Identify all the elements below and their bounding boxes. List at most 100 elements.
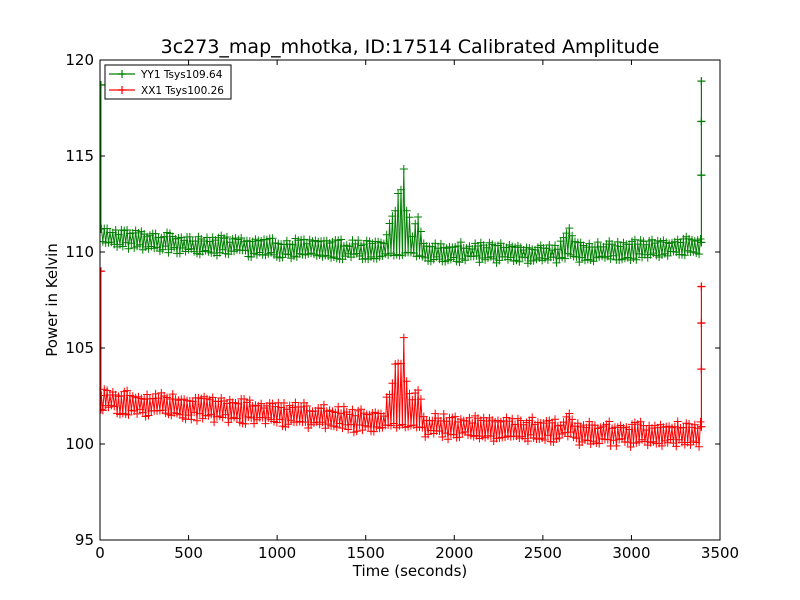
data-point-marker: [391, 206, 400, 215]
data-point-marker: [670, 422, 679, 431]
y-tick-label: 115: [65, 147, 94, 165]
data-point-marker: [431, 409, 440, 418]
data-point-marker: [408, 395, 417, 404]
data-point-marker: [489, 254, 498, 263]
data-point-marker: [124, 244, 133, 253]
data-point-marker: [658, 441, 667, 450]
data-point-marker: [318, 418, 327, 427]
x-tick-label: 3000: [612, 544, 650, 562]
data-point-marker: [275, 415, 284, 424]
data-point-marker: [301, 417, 310, 426]
data-point-marker: [461, 256, 470, 265]
data-point-marker: [516, 416, 525, 425]
data-point-marker: [288, 240, 297, 249]
data-point-marker: [435, 427, 444, 436]
data-point-marker: [143, 390, 152, 399]
data-point-marker: [382, 230, 391, 239]
data-point-marker: [337, 235, 346, 244]
data-point-marker: [528, 413, 537, 422]
data-point-marker: [297, 402, 306, 411]
data-point-marker: [117, 391, 126, 400]
x-tick-label: 2000: [435, 544, 473, 562]
edge-point-marker: [697, 422, 706, 431]
data-point-marker: [663, 251, 672, 260]
data-point-marker: [411, 219, 420, 228]
data-point-marker: [123, 386, 132, 395]
data-point-marker: [609, 251, 618, 260]
data-point-marker: [302, 401, 311, 410]
data-point-marker: [456, 238, 465, 247]
data-point-marker: [693, 424, 702, 433]
data-point-marker: [345, 410, 354, 419]
data-point-marker: [605, 417, 614, 426]
data-point-marker: [455, 433, 464, 442]
data-point-marker: [613, 237, 622, 246]
y-tick-label: 120: [65, 51, 94, 69]
data-point-marker: [523, 437, 532, 446]
x-axis-title: Time (seconds): [352, 562, 468, 580]
data-point-marker: [680, 251, 689, 260]
data-point-marker: [388, 212, 397, 221]
data-point-marker: [241, 246, 250, 255]
data-point-marker: [515, 257, 524, 266]
edge-point-marker: [697, 282, 706, 291]
data-point-marker: [335, 419, 344, 428]
edge-point-marker: [100, 224, 105, 233]
data-point-marker: [468, 245, 477, 254]
series-xx1: [100, 267, 706, 452]
data-point-marker: [160, 232, 169, 241]
legend-marker: [118, 70, 126, 78]
data-point-marker: [351, 411, 360, 420]
data-point-marker: [431, 239, 440, 248]
data-point-marker: [695, 250, 704, 259]
data-point-marker: [679, 423, 688, 432]
data-point-marker: [402, 206, 411, 215]
data-point-marker: [439, 409, 448, 418]
data-point-marker: [595, 439, 604, 448]
data-point-marker: [568, 415, 577, 424]
data-point-marker: [110, 402, 119, 411]
data-point-marker: [358, 426, 367, 435]
data-point-marker: [161, 242, 170, 251]
data-point-marker: [696, 417, 705, 426]
data-point-marker: [695, 442, 704, 451]
data-point-marker: [234, 399, 243, 408]
data-point-marker: [405, 389, 414, 398]
data-point-marker: [331, 408, 340, 417]
data-point-marker: [210, 418, 219, 427]
y-tick-label: 110: [65, 243, 94, 261]
data-point-marker: [441, 429, 450, 438]
data-point-marker: [288, 403, 297, 412]
legend-marker: [118, 86, 126, 94]
data-point-marker: [291, 398, 300, 407]
data-point-marker: [191, 237, 200, 246]
y-axis: 95 100 105 110 115 120: [65, 51, 720, 549]
data-point-marker: [222, 233, 231, 242]
data-point-marker: [257, 399, 266, 408]
x-tick-label: 1000: [258, 544, 296, 562]
data-point-marker: [339, 402, 348, 411]
plot-frame: [99, 59, 721, 541]
data-point-marker: [673, 417, 682, 426]
x-tick-label: 500: [174, 544, 203, 562]
data-point-marker: [379, 412, 388, 421]
data-point-marker: [127, 239, 136, 248]
data-point-marker: [616, 242, 625, 251]
data-point-marker: [170, 243, 179, 252]
data-point-marker: [434, 244, 443, 253]
series-yy1: [100, 77, 706, 268]
data-point-marker: [563, 432, 572, 441]
data-point-marker: [575, 258, 584, 267]
data-point-marker: [582, 423, 591, 432]
data-point-marker: [593, 238, 602, 247]
data-point-marker: [475, 258, 484, 267]
legend: YY1 Tsys109.64 XX1 Tsys100.26: [104, 64, 232, 100]
data-point-marker: [379, 239, 388, 248]
data-point-marker: [364, 422, 373, 431]
data-point-marker: [482, 243, 491, 252]
y-tick-label: 100: [65, 435, 94, 453]
data-point-marker: [277, 403, 286, 412]
data-point-marker: [642, 426, 651, 435]
data-point-marker: [511, 420, 520, 429]
data-point-marker: [388, 379, 397, 388]
